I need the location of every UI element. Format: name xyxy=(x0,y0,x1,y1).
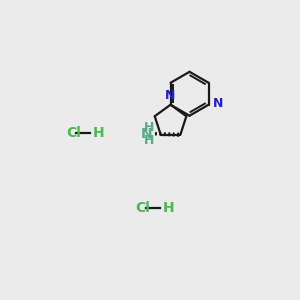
Text: H: H xyxy=(144,134,154,147)
Text: H: H xyxy=(93,126,105,140)
Text: N: N xyxy=(165,89,176,102)
Text: Cl: Cl xyxy=(66,126,81,140)
Text: H: H xyxy=(163,201,174,215)
Text: N: N xyxy=(213,97,223,110)
Text: H: H xyxy=(144,121,154,134)
Text: N: N xyxy=(140,127,152,141)
Text: Cl: Cl xyxy=(135,201,150,215)
